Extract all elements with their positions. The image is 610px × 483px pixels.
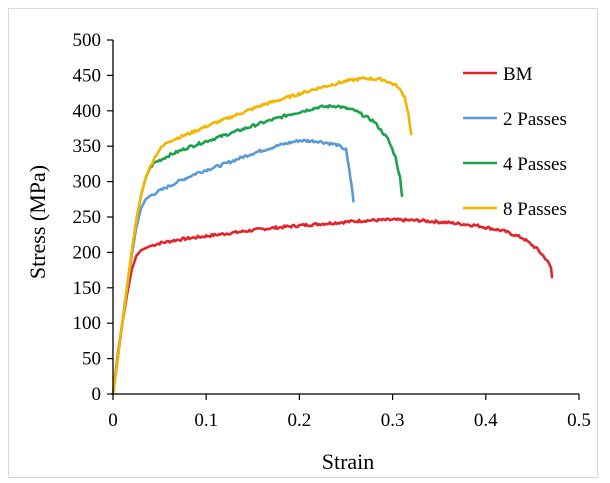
- y-tick-label: 250: [73, 207, 102, 228]
- y-tick-label: 300: [73, 172, 102, 193]
- x-tick-label: 0.2: [288, 410, 312, 431]
- stress-strain-chart: 0 50 100 150 200 250 300 350 400 450 500 0 0.1 0.2 0.3…: [25, 30, 591, 474]
- y-axis-title: Stress (MPa): [25, 165, 50, 279]
- legend-label: 8 Passes: [503, 199, 567, 220]
- legend-label: BM: [503, 64, 533, 85]
- x-tick-label: 0.1: [194, 410, 218, 431]
- x-tick-label: 0: [108, 410, 118, 431]
- y-tick-label: 500: [73, 30, 102, 51]
- chart-frame: 0 50 100 150 200 250 300 350 400 450 500 0 0.1 0.2 0.3…: [8, 8, 598, 478]
- y-tick-label: 150: [73, 278, 102, 299]
- series-line-bm: [111, 217, 554, 396]
- legend-label: 4 Passes: [503, 154, 567, 175]
- y-tick-label: 350: [73, 136, 102, 157]
- series-line-8-passes: [111, 75, 413, 396]
- x-axis-title: Strain: [322, 449, 375, 474]
- y-tick-label: 0: [92, 384, 102, 405]
- y-tick-label: 400: [73, 101, 102, 122]
- series-line-4-passes: [111, 103, 404, 396]
- y-tick-label: 200: [73, 242, 102, 263]
- x-tick-label: 0.4: [474, 410, 498, 431]
- y-tick-label: 50: [82, 349, 101, 370]
- legend-label: 2 Passes: [503, 109, 567, 130]
- series-line-2-passes: [111, 138, 355, 396]
- x-tick-label: 0.5: [567, 410, 591, 431]
- y-tick-label: 100: [73, 313, 102, 334]
- legend: BM 2 Passes 4 Passes 8 Passes: [463, 64, 567, 220]
- plot-lines: [111, 75, 554, 396]
- x-tick-label: 0.3: [381, 410, 405, 431]
- y-tick-label: 450: [73, 65, 102, 86]
- ticks: 0 50 100 150 200 250 300 350 400 450 500 0 0.1 0.2 0.3…: [73, 30, 591, 431]
